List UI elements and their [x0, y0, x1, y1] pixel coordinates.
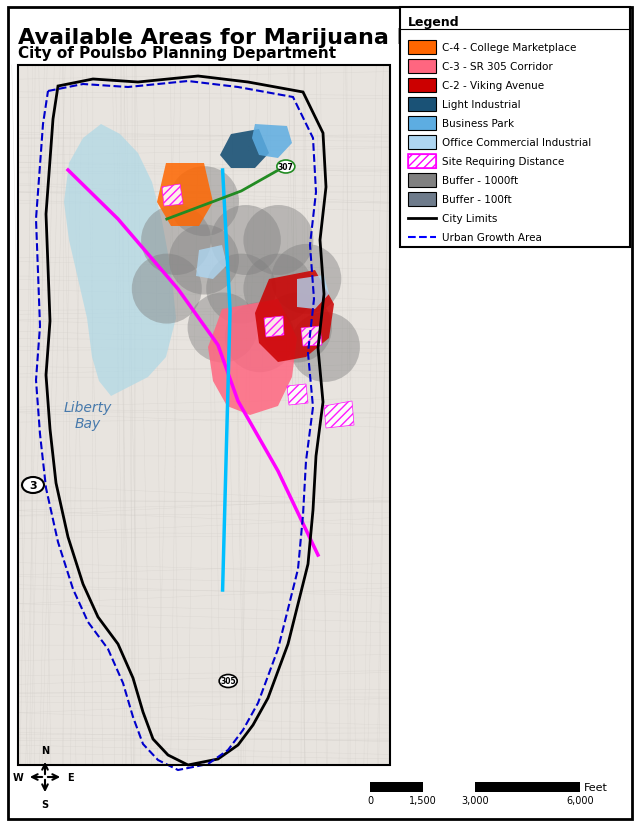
Circle shape [169, 225, 239, 295]
Circle shape [290, 313, 360, 382]
Text: N: N [41, 745, 49, 755]
Polygon shape [64, 125, 176, 396]
Bar [408, 60, 436, 74]
Text: Buffer - 1000ft: Buffer - 1000ft [442, 176, 518, 186]
Circle shape [169, 167, 239, 237]
Bar [408, 155, 436, 169]
Text: 3,000: 3,000 [461, 795, 489, 805]
Text: C-4 - College Marketplace: C-4 - College Marketplace [442, 42, 577, 52]
Polygon shape [196, 246, 227, 280]
Circle shape [141, 206, 211, 275]
Circle shape [271, 245, 341, 314]
Text: Light Industrial: Light Industrial [442, 100, 520, 110]
Circle shape [206, 255, 276, 324]
Polygon shape [255, 270, 334, 362]
Ellipse shape [22, 477, 44, 494]
Text: E: E [67, 772, 74, 782]
Polygon shape [297, 275, 329, 309]
Text: 1,500: 1,500 [408, 795, 436, 805]
Bar [408, 117, 436, 131]
Text: Site Requiring Distance: Site Requiring Distance [442, 157, 564, 167]
Polygon shape [220, 130, 269, 169]
Text: S: S [42, 799, 49, 809]
Polygon shape [287, 385, 308, 405]
Text: 305: 305 [220, 676, 236, 686]
Ellipse shape [219, 675, 237, 688]
Bar [18, 66, 390, 765]
Polygon shape [252, 125, 292, 159]
Bar [422, 782, 475, 792]
Bar [370, 782, 580, 792]
Circle shape [188, 293, 258, 363]
Bar [408, 136, 436, 150]
Text: Office Commercial Industrial: Office Commercial Industrial [442, 138, 591, 148]
Text: 0: 0 [367, 795, 373, 805]
Circle shape [243, 206, 314, 275]
Polygon shape [301, 327, 322, 347]
Polygon shape [157, 164, 213, 227]
Bar [408, 174, 436, 188]
Text: Buffer - 100ft: Buffer - 100ft [442, 195, 511, 205]
Circle shape [225, 303, 295, 373]
Bar [408, 193, 436, 207]
Text: 307: 307 [278, 163, 294, 172]
Circle shape [211, 206, 281, 275]
Bar [408, 98, 436, 112]
Text: Feet: Feet [584, 782, 608, 792]
Polygon shape [208, 299, 297, 415]
Polygon shape [264, 317, 284, 337]
Text: C-3 - SR 305 Corridor: C-3 - SR 305 Corridor [442, 61, 553, 72]
Text: Business Park: Business Park [442, 119, 514, 129]
Text: 3: 3 [29, 480, 37, 490]
Text: 6,000: 6,000 [566, 795, 594, 805]
Bar [408, 79, 436, 93]
Text: C-2 - Viking Avenue: C-2 - Viking Avenue [442, 80, 544, 91]
Circle shape [262, 293, 332, 363]
Text: Liberty
Bay: Liberty Bay [64, 400, 112, 431]
Polygon shape [324, 402, 354, 428]
Text: City of Poulsbo Planning Department: City of Poulsbo Planning Department [18, 46, 336, 61]
Text: City Limits: City Limits [442, 214, 497, 224]
Ellipse shape [277, 160, 295, 174]
Circle shape [243, 255, 314, 324]
Bar [400, 8, 630, 248]
Polygon shape [162, 184, 183, 207]
Bar [18, 66, 390, 765]
Text: Legend: Legend [408, 16, 460, 29]
Text: Urban Growth Area: Urban Growth Area [442, 233, 542, 243]
Circle shape [132, 255, 202, 324]
Text: Available Areas for Marijuana Retail: Available Areas for Marijuana Retail [18, 28, 470, 48]
Bar [408, 41, 436, 55]
Text: W: W [12, 772, 23, 782]
Bar [408, 155, 436, 169]
